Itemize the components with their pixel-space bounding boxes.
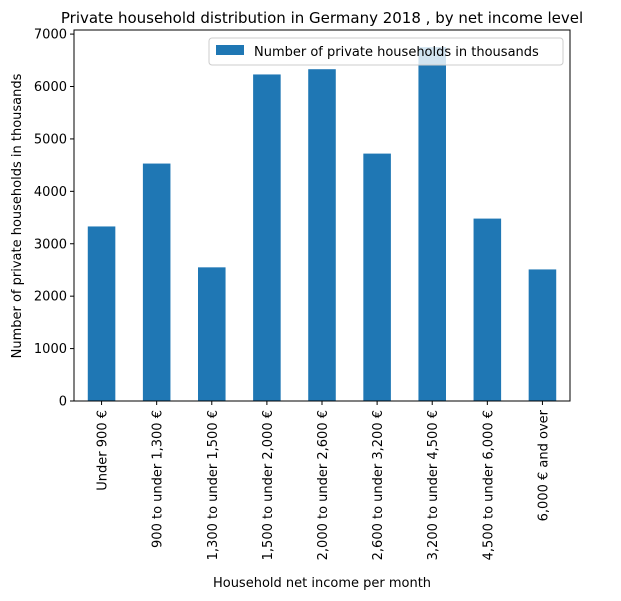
bar-8	[528, 269, 557, 401]
y-tick-label-5: 5000	[34, 132, 67, 147]
bar-0	[87, 226, 116, 401]
y-tick-label-7: 7000	[34, 28, 67, 43]
y-tick-label-4: 4000	[34, 185, 67, 200]
plot-frame	[73, 29, 571, 402]
legend-box	[208, 37, 564, 66]
y-axis-ticks: 0 1000 2000 3000 4000 5000 6000 7000	[34, 28, 74, 410]
legend: Number of private households in thousand…	[208, 37, 564, 66]
x-tick-label-6: 3,200 to under 4,500 €	[426, 410, 441, 560]
x-tick-label-4: 2,000 to under 2,600 €	[316, 410, 331, 560]
y-tick-label-2: 2000	[34, 290, 67, 305]
x-tick-label-3: 1,500 to under 2,000 €	[261, 410, 276, 560]
y-tick-label-0: 0	[59, 395, 67, 410]
bar-7	[473, 218, 502, 401]
y-tick-label-1: 1000	[34, 342, 67, 357]
x-tick-label-7: 4,500 to under 6,000 €	[481, 410, 496, 560]
bar-2	[198, 267, 226, 401]
bar-5	[363, 153, 391, 401]
y-tick-label-3: 3000	[34, 237, 67, 252]
x-tick-label-5: 2,600 to under 3,200 €	[371, 410, 386, 560]
x-tick-label-0: Under 900 €	[96, 410, 111, 491]
x-tick-label-8: 6,000 € and over	[536, 409, 551, 521]
bar-3	[253, 74, 281, 401]
legend-swatch	[216, 45, 244, 55]
x-axis-label: Household net income per month	[213, 576, 431, 591]
x-tick-label-2: 1,300 to under 1,500 €	[206, 410, 221, 560]
legend-label: Number of private households in thousand…	[254, 45, 539, 60]
chart-title: Private household distribution in German…	[61, 9, 583, 27]
y-tick-label-6: 6000	[34, 80, 67, 95]
x-axis-ticks: Under 900 € 900 to under 1,300 € 1,300 to …	[96, 401, 551, 560]
y-axis-label: Number of private households in thousand…	[10, 73, 25, 358]
bar-6	[418, 47, 446, 401]
bar-4	[308, 69, 336, 401]
bars-group	[87, 47, 557, 401]
x-tick-label-1: 900 to under 1,300 €	[151, 410, 166, 548]
bar-1	[142, 163, 171, 401]
